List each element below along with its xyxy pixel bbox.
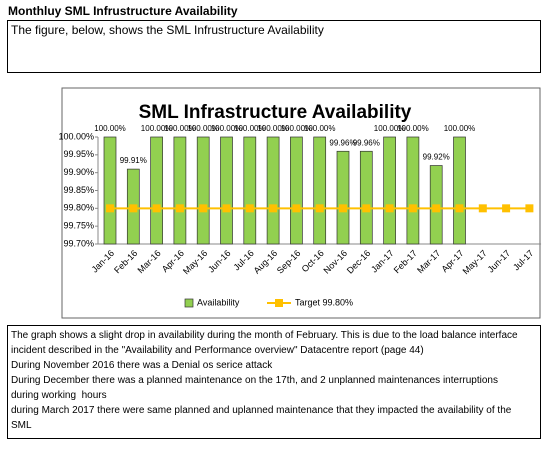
target-marker <box>269 204 278 213</box>
target-marker <box>292 204 301 213</box>
target-marker <box>362 204 371 213</box>
target-marker <box>502 204 511 213</box>
chart: SML Infrastructure Availability 99.70% 99… <box>58 87 542 319</box>
notes-box: The graph shows a slight drop in availab… <box>7 325 541 439</box>
data-label: 100.00% <box>281 124 313 133</box>
data-label: 100.00% <box>164 124 196 133</box>
note-line: SML <box>11 420 32 431</box>
target-marker <box>525 204 534 213</box>
y-tick-label: 99.95% <box>63 149 94 159</box>
data-label: 99.96% <box>329 138 356 147</box>
target-marker <box>408 204 417 213</box>
bar <box>103 136 117 245</box>
data-label: 99.92% <box>423 153 450 162</box>
target-marker <box>199 204 208 213</box>
bar <box>150 136 163 245</box>
bar <box>290 136 303 245</box>
data-label: 100.00% <box>444 124 476 133</box>
target-marker <box>315 204 324 213</box>
bar <box>359 150 373 245</box>
intro-text: The figure, below, shows the SML Infrust… <box>11 23 324 37</box>
data-label: 100.00% <box>187 124 219 133</box>
target-marker <box>339 204 347 213</box>
y-tick-label: 99.70% <box>63 238 94 248</box>
y-tick-label: 99.90% <box>63 167 94 177</box>
note-line: incident described in the "Availability … <box>11 345 424 356</box>
target-marker <box>455 204 464 213</box>
intro-box: The figure, below, shows the SML Infrust… <box>7 20 541 73</box>
bar <box>406 136 420 245</box>
data-label: 100.00% <box>374 124 406 133</box>
data-label: 100.00% <box>257 124 289 133</box>
y-tick-label: 99.80% <box>63 203 94 213</box>
target-marker <box>245 204 254 213</box>
bar <box>220 136 233 245</box>
bar <box>336 150 350 245</box>
note-line: during working hours <box>11 390 107 401</box>
note-line: The graph shows a slight drop in availab… <box>11 330 518 341</box>
data-label: 100.00% <box>397 124 429 133</box>
note-line: during March 2017 there were same planne… <box>11 405 512 416</box>
bar <box>173 136 187 245</box>
note-line: During November 2016 there was a Denial … <box>11 360 273 371</box>
legend-label: Target 99.80% <box>295 297 353 307</box>
target-marker <box>175 204 184 213</box>
target-marker <box>222 204 231 213</box>
target-marker <box>478 204 487 213</box>
y-tick-label: 99.85% <box>63 185 94 195</box>
chart-title: SML Infrastructure Availability <box>139 102 412 123</box>
target-marker <box>129 204 138 213</box>
data-label: 100.00% <box>234 124 266 133</box>
note-line: During December there was a planned main… <box>11 375 498 386</box>
legend-label: Availability <box>197 297 240 307</box>
target-marker <box>432 204 441 213</box>
data-label: 99.96% <box>353 138 380 147</box>
legend-swatch <box>184 298 194 308</box>
bar <box>243 136 257 245</box>
y-tick-label: 99.75% <box>63 221 94 231</box>
data-label: 100.00% <box>211 124 243 133</box>
data-label: 100.00% <box>304 124 336 133</box>
y-tick-label: 100.00% <box>58 131 94 141</box>
data-label: 100.00% <box>141 124 173 133</box>
bar <box>266 136 280 245</box>
target-marker <box>106 204 114 213</box>
bar <box>383 136 396 245</box>
page-title: Monthluy SML Infrustructure Availability <box>8 4 238 18</box>
target-marker <box>385 204 394 213</box>
bar <box>313 136 327 245</box>
data-label: 100.00% <box>94 124 126 133</box>
data-label: 99.91% <box>120 156 147 165</box>
bar <box>196 136 210 245</box>
bar <box>453 136 466 245</box>
target-marker <box>152 204 161 213</box>
legend-swatch <box>275 299 283 307</box>
